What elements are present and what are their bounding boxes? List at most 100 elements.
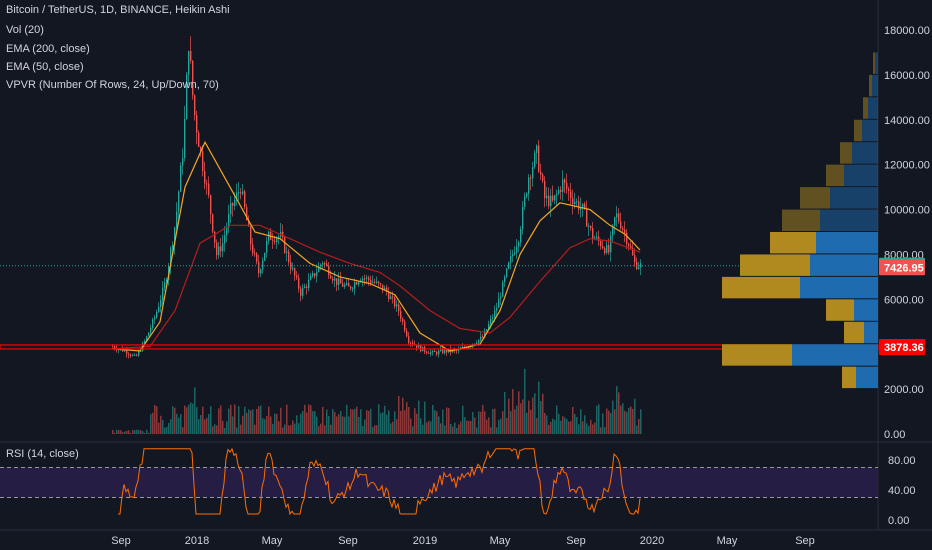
candle-body: [408, 336, 410, 343]
candle-body: [490, 318, 492, 325]
volume-bar: [114, 432, 116, 434]
candle-body: [504, 276, 506, 283]
candle-body: [228, 214, 230, 228]
volume-bar: [116, 429, 118, 434]
candle-body: [426, 351, 428, 353]
time-tick-label: Sep: [795, 535, 815, 547]
candle-body: [162, 287, 164, 301]
volume-bar: [458, 424, 460, 434]
candle-body: [548, 195, 550, 207]
volume-group: [112, 368, 642, 434]
chart-title[interactable]: Bitcoin / TetherUS, 1D, BINANCE, Heikin …: [6, 4, 230, 16]
candle-body: [606, 244, 608, 254]
candle-body: [572, 198, 574, 205]
volume-bar: [412, 426, 414, 434]
volume-bar: [356, 406, 358, 434]
volume-bar: [504, 391, 506, 434]
candle-body: [612, 225, 614, 236]
legend-ema50[interactable]: EMA (50, close): [6, 61, 84, 73]
vpvr-up-bar: [852, 142, 878, 164]
volume-bar: [638, 418, 640, 434]
candle-body: [242, 191, 244, 194]
volume-bar: [392, 421, 394, 434]
level-price-tag: 3878.36: [884, 342, 924, 354]
volume-bar: [326, 409, 328, 434]
volume-bar: [548, 424, 550, 434]
volume-bar: [164, 427, 166, 434]
candle-body: [342, 283, 344, 287]
candle-body: [114, 346, 116, 349]
candle-body: [340, 278, 342, 284]
candle-body: [304, 286, 306, 288]
candle-body: [398, 304, 400, 312]
volume-bar: [316, 416, 318, 434]
volume-bar: [488, 417, 490, 434]
candle-body: [486, 329, 488, 331]
volume-bar: [492, 409, 494, 434]
volume-bar: [130, 433, 132, 434]
candle-body: [272, 239, 274, 241]
time-tick-label: May: [717, 535, 738, 547]
candle-body: [254, 253, 256, 255]
candle-body: [402, 318, 404, 322]
legend-vol[interactable]: Vol (20): [6, 24, 44, 36]
volume-bar: [474, 417, 476, 434]
volume-bar: [462, 405, 464, 434]
vpvr-down-bar: [840, 142, 852, 164]
candle-body: [416, 344, 418, 348]
candle-body: [544, 180, 546, 199]
candle-body: [194, 95, 196, 116]
vpvr-up-bar: [854, 299, 878, 321]
volume-bar: [418, 400, 420, 434]
volume-bar: [268, 406, 270, 434]
volume-bar: [566, 419, 568, 434]
volume-bar: [310, 405, 312, 434]
volume-bar: [398, 395, 400, 434]
candle-body: [432, 351, 434, 353]
candle-body: [446, 349, 448, 353]
volume-bar: [506, 417, 508, 434]
candle-body: [204, 170, 206, 184]
volume-bar: [222, 420, 224, 434]
volume-bar: [122, 432, 124, 434]
volume-bar: [402, 397, 404, 434]
candle-body: [182, 157, 184, 166]
candle-body: [352, 288, 354, 290]
candle-body: [476, 343, 478, 345]
volume-bar: [244, 406, 246, 434]
volume-bar: [438, 416, 440, 434]
legend-ema200[interactable]: EMA (200, close): [6, 43, 90, 55]
volume-bar: [502, 411, 504, 434]
candle-body: [640, 263, 642, 268]
candle-body: [224, 235, 226, 244]
candle-body: [310, 276, 312, 280]
volume-bar: [544, 413, 546, 434]
candle-body: [622, 228, 624, 230]
candle-body: [312, 273, 314, 277]
volume-bar: [538, 381, 540, 434]
volume-bar: [250, 410, 252, 434]
volume-bar: [158, 422, 160, 434]
volume-bar: [270, 416, 272, 434]
volume-bar: [498, 420, 500, 434]
volume-bar: [532, 397, 534, 434]
volume-bar: [256, 408, 258, 434]
volume-bar: [518, 391, 520, 434]
candle-body: [200, 147, 202, 152]
volume-bar: [426, 422, 428, 434]
candle-body: [140, 350, 142, 352]
candle-body: [232, 202, 234, 206]
volume-bar: [186, 407, 188, 434]
volume-bar: [390, 423, 392, 434]
candle-body: [512, 254, 514, 257]
candle-body: [180, 165, 182, 192]
vpvr-down-bar: [869, 74, 872, 97]
candle-body: [350, 286, 352, 289]
candle-body: [582, 203, 584, 208]
legend-rsi[interactable]: RSI (14, close): [6, 448, 79, 460]
legend-vpvr[interactable]: VPVR (Number Of Rows, 24, Up/Down, 70): [6, 79, 219, 91]
volume-bar: [236, 427, 238, 434]
volume-bar: [508, 398, 510, 434]
volume-bar: [542, 393, 544, 434]
